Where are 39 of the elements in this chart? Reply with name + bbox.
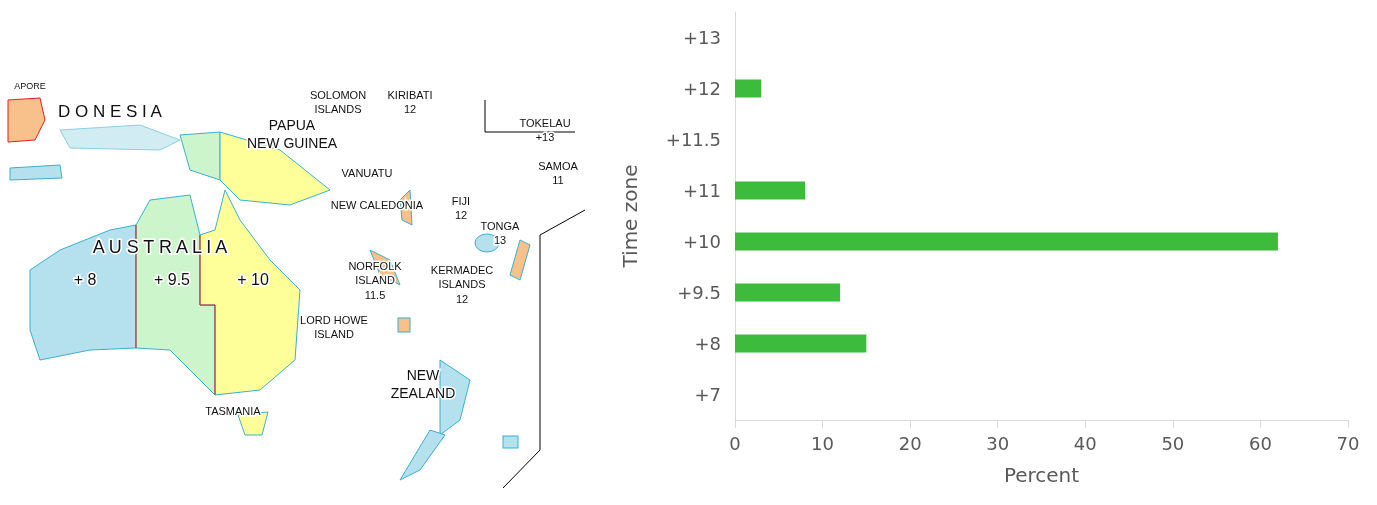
bar <box>735 79 762 98</box>
text: SAMOA 11 <box>538 160 579 187</box>
text: VANUATU <box>341 167 393 179</box>
x-tick-label: 50 <box>1161 432 1185 454</box>
bar <box>735 334 867 353</box>
x-tick-label: 20 <box>898 432 922 454</box>
text: APORE <box>14 81 46 91</box>
text: KERMADEC ISLANDS 12 <box>430 264 494 305</box>
text: TONGA 13 <box>480 220 521 247</box>
bar <box>735 181 806 200</box>
y-tick-label: +11.5 <box>665 129 721 150</box>
text: KIRIBATI 12 <box>387 89 433 116</box>
text: + 10 <box>237 271 269 288</box>
x-tick-label: 0 <box>729 432 741 454</box>
x-tick-label: 10 <box>811 432 835 454</box>
y-tick-label: +11 <box>683 180 721 201</box>
x-tick-label: 60 <box>1248 432 1272 454</box>
text: + 8 <box>73 271 97 288</box>
text: + 9.5 <box>153 271 191 288</box>
bar <box>735 232 1278 251</box>
y-tick-label: +7 <box>694 384 721 405</box>
y-tick-label: +13 <box>683 27 721 48</box>
text: D O N E S I A <box>58 102 163 121</box>
x-tick-label: 70 <box>1336 432 1360 454</box>
y-tick-label: +9.5 <box>677 282 721 303</box>
text: TOKELAU +13 <box>519 117 571 144</box>
y-tick-label: +10 <box>683 231 721 252</box>
x-tick-label: 40 <box>1073 432 1097 454</box>
x-tick-label: 30 <box>986 432 1010 454</box>
text: TASMANIA <box>205 405 262 417</box>
x-axis-title: Percent <box>1003 463 1080 487</box>
text: LORD HOWE ISLAND <box>300 314 368 341</box>
y-tick-label: +12 <box>683 78 721 99</box>
text: FIJI 12 <box>451 195 471 222</box>
y-tick-label: +8 <box>694 333 721 354</box>
bar <box>735 283 841 302</box>
text: SOLOMON ISLANDS <box>309 89 367 116</box>
text: NORFOLK ISLAND 11.5 <box>348 260 403 301</box>
y-axis-title: Time zone <box>618 164 642 269</box>
